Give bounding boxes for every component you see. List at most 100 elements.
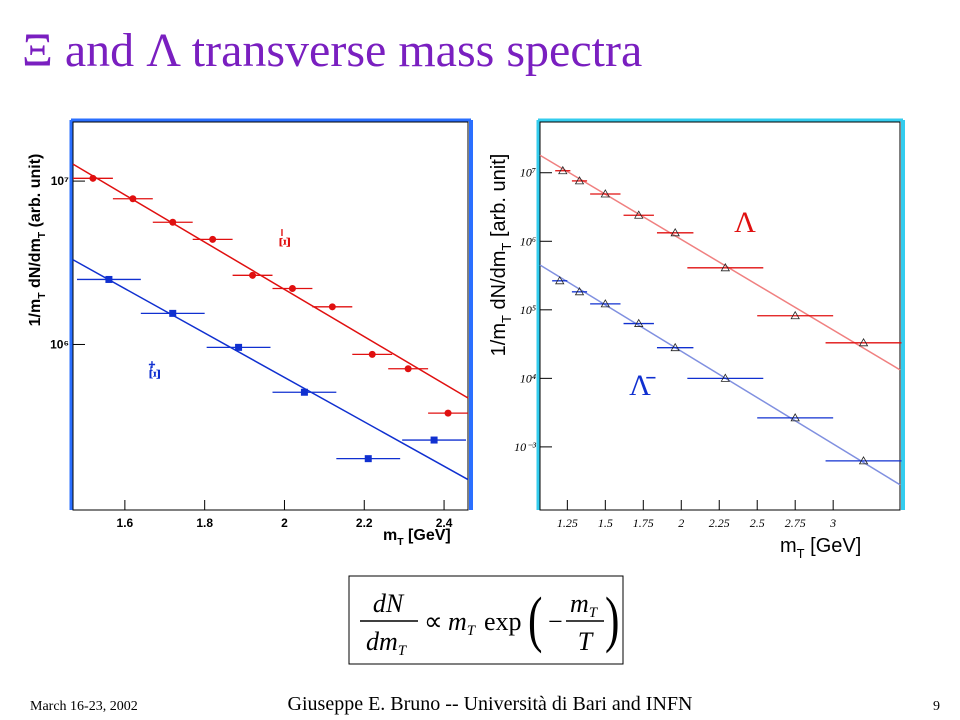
point bbox=[858, 456, 869, 465]
axis-title-part: m bbox=[780, 535, 797, 557]
paren: ) bbox=[605, 584, 619, 654]
point bbox=[634, 318, 644, 327]
title-part: transverse mass spectra bbox=[180, 24, 643, 77]
formula-minus: − bbox=[548, 607, 563, 636]
x-tick-label: 1.75 bbox=[633, 516, 654, 530]
point bbox=[169, 309, 177, 317]
title-part: Λ bbox=[146, 24, 181, 77]
formula-m-sub: T bbox=[467, 623, 477, 639]
formula-exp: exp bbox=[484, 607, 522, 636]
axis-title-sub: T bbox=[397, 537, 404, 548]
point bbox=[558, 165, 568, 175]
axis-title-part: m bbox=[383, 527, 397, 544]
formula-inner-den: T bbox=[578, 627, 594, 656]
formula-inner-num-main: m bbox=[570, 589, 589, 618]
axis-title-part: [arb. unit] bbox=[488, 154, 510, 243]
formula-m-main: m bbox=[448, 607, 467, 636]
y-tick-label: 10⁵ bbox=[520, 303, 536, 317]
point bbox=[300, 388, 308, 396]
y-tick-label: 10⁷ bbox=[520, 166, 536, 180]
point bbox=[209, 235, 217, 243]
fit-line bbox=[539, 264, 901, 486]
point bbox=[720, 373, 731, 382]
title-part: Ξ bbox=[22, 24, 53, 77]
x-tick-label: 1.6 bbox=[117, 516, 134, 530]
point bbox=[670, 227, 680, 237]
point bbox=[444, 409, 452, 417]
x-tick-label: 2.25 bbox=[709, 516, 730, 530]
plot-area bbox=[539, 121, 901, 511]
axis-title: mT [GeV] bbox=[780, 535, 861, 561]
axis-title-part: [GeV] bbox=[404, 527, 451, 544]
point bbox=[858, 338, 869, 347]
x-tick-label: 2 bbox=[678, 516, 684, 530]
y-tick-label: 10⁶ bbox=[50, 337, 69, 351]
point bbox=[574, 287, 585, 296]
formula: dN dmT ∝ mT exp ( − mT T ) bbox=[360, 584, 619, 659]
point bbox=[169, 218, 177, 226]
point bbox=[328, 303, 336, 311]
axis-title-part: [GeV] bbox=[805, 535, 862, 557]
x-tick-label: 2 bbox=[281, 516, 288, 530]
point bbox=[670, 342, 680, 352]
axis-title-sub: T bbox=[499, 243, 514, 251]
x-tick-label: 2.5 bbox=[750, 516, 765, 530]
point bbox=[634, 210, 644, 219]
paren: ( bbox=[528, 584, 542, 654]
point bbox=[790, 413, 800, 422]
point bbox=[720, 263, 731, 272]
formula-prop: ∝ bbox=[424, 607, 443, 636]
fit-line bbox=[539, 154, 901, 371]
footer-date: March 16-23, 2002 bbox=[30, 699, 138, 714]
point bbox=[555, 276, 565, 285]
axis-title-sub: T bbox=[499, 315, 514, 323]
point bbox=[105, 275, 113, 283]
x-tick-label: 1.5 bbox=[598, 516, 613, 530]
footer-author: Giuseppe E. Bruno -- Università di Bari … bbox=[288, 693, 693, 715]
series-label: Ξ̄⁺ bbox=[147, 360, 164, 379]
formula-box bbox=[348, 575, 624, 665]
x-tick-label: 2.75 bbox=[785, 516, 806, 530]
point bbox=[790, 310, 800, 320]
axis-title-sub: T bbox=[797, 546, 805, 561]
y-tick-label: 10⁷ bbox=[51, 174, 69, 188]
formula-den-sub: T bbox=[398, 643, 408, 659]
point bbox=[364, 455, 372, 463]
plot-area bbox=[72, 121, 469, 511]
y-tick-label: 10⁶ bbox=[520, 234, 536, 248]
formula-inner-num-sub: T bbox=[589, 605, 599, 621]
axis-title: 1/mT dN/dmT (arb. unit) bbox=[27, 154, 48, 327]
point bbox=[600, 189, 611, 198]
axis-title-part: dN/dm bbox=[488, 251, 510, 315]
fit-line bbox=[72, 163, 469, 399]
point bbox=[249, 271, 257, 279]
x-tick-label: 1.8 bbox=[196, 516, 213, 530]
x-tick-label: 2.2 bbox=[356, 516, 373, 530]
formula-inner-num: mT bbox=[570, 589, 599, 621]
formula-den: dmT bbox=[366, 627, 408, 659]
x-tick-label: 3 bbox=[829, 516, 836, 530]
point bbox=[404, 365, 412, 373]
formula-num: dN bbox=[373, 589, 405, 618]
axis-title-part: 1/m bbox=[488, 323, 510, 356]
formula-den-main: dm bbox=[366, 627, 398, 656]
point bbox=[89, 174, 97, 182]
point bbox=[235, 343, 243, 351]
point bbox=[574, 176, 585, 185]
axis-title-sub: T bbox=[37, 231, 48, 238]
series-label: Λ bbox=[734, 206, 756, 239]
x-tick-label: 2.4 bbox=[436, 516, 453, 530]
series-label: Ξ⁻ bbox=[277, 228, 294, 247]
axis-title: 1/mT dN/dmT [arb. unit] bbox=[488, 154, 514, 357]
axis-title-sub: T bbox=[37, 292, 48, 299]
axis-title-part: (arb. unit) bbox=[27, 154, 44, 232]
point bbox=[129, 195, 137, 203]
fit-line bbox=[72, 259, 469, 481]
formula-m: mT bbox=[448, 607, 477, 639]
y-tick-label: 10⁴ bbox=[520, 371, 536, 385]
point bbox=[288, 285, 296, 293]
page-number: 9 bbox=[933, 699, 940, 714]
axis-title-part: dN/dm bbox=[27, 238, 44, 292]
point bbox=[368, 350, 376, 358]
